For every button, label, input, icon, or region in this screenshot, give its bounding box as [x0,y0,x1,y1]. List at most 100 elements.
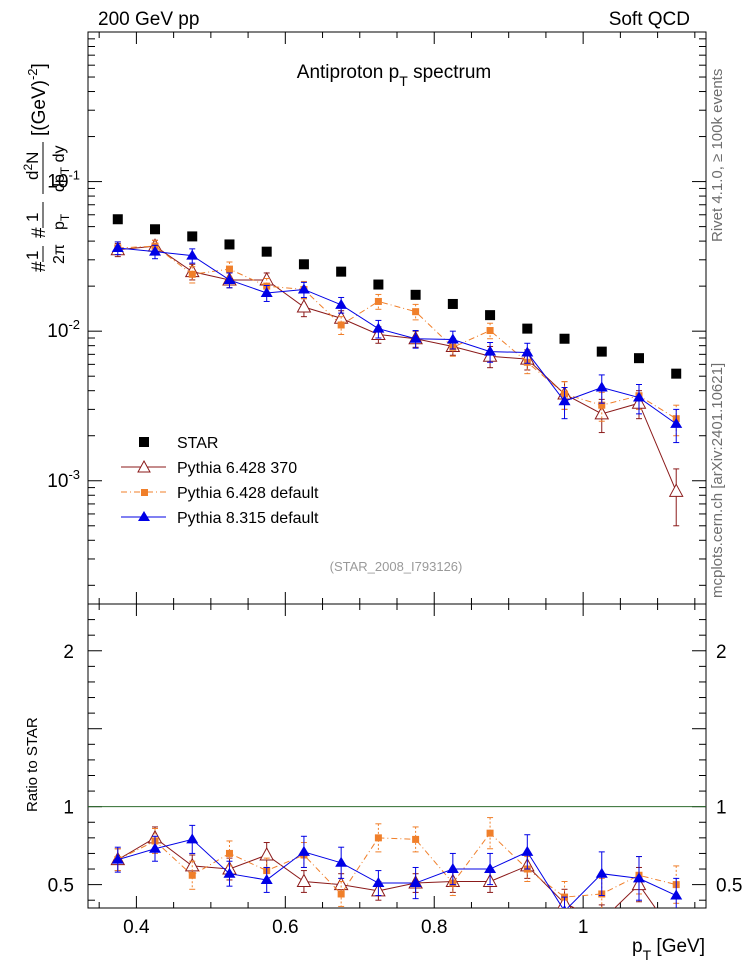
legend-entry-pythia8-default: Pythia 8.315 default [121,510,319,527]
data-point [149,245,162,256]
data-point [223,273,236,284]
ratio-ticks: 0.5 0.5 1 1 2 2 [48,603,742,908]
svg-text:1: 1 [23,213,42,222]
data-point [595,381,608,392]
ratio-point [412,835,420,843]
legend-entry-pythia6-370: Pythia 6.428 370 [121,459,297,477]
ratio-point [670,889,683,900]
x-tick-label: 0.6 [272,917,298,938]
data-point [297,283,310,294]
chart-title: Antiproton pT spectrum [297,62,491,89]
series-line [117,247,677,425]
side-label-mcplots: mcplots.cern.ch [arXiv:2401.10621] [709,363,726,598]
ratio-series-0 [110,826,657,925]
svg-text:#: # [29,227,50,238]
ratio-y-tick-label-right: 1 [716,798,727,819]
ratio-y-tick-label: 0.5 [48,876,74,897]
series-1 [110,238,684,527]
data-point [412,308,420,316]
legend-marker-star [139,437,149,447]
ratio-y-tick-label: 2 [63,642,74,663]
data-point [373,279,384,290]
legend-marker-pythia6-370 [137,459,151,473]
main-ticks: 10-310-210-1 [47,31,706,604]
data-point [224,239,235,250]
ratio-y-axis-label: Ratio to STAR [24,717,41,812]
data-point [296,298,312,313]
data-point [150,224,161,235]
x-tick-label: 1 [578,917,589,938]
svg-text:2π: 2π [51,244,68,264]
data-point [188,270,196,278]
data-point [112,214,123,225]
ratio-point [296,873,312,887]
x-tick-label: 0.8 [421,917,447,938]
legend-entry-pythia6-default: Pythia 6.428 default [121,485,319,502]
side-label-rivet: Rivet 4.1.0, ≥ 100k events [709,69,726,242]
series-line [117,245,677,492]
x-tick-labels: 0.4 0.6 0.8 1 [123,917,588,938]
ratio-point [409,877,422,888]
data-point [261,246,272,257]
data-point [336,266,347,277]
data-point [447,298,458,309]
data-point [374,297,382,305]
legend: STAR Pythia 6.428 370 Pythia 6.428 defau… [121,435,319,527]
data-point [598,401,606,409]
y-axis-label: # 1 2π # 1 pT d2N dpT dy [(GeV)-2] [21,63,72,272]
ratio-point [260,873,273,884]
ratio-line [117,832,677,898]
series-0 [112,214,682,379]
ratio-series-1 [114,817,680,908]
data-point [670,417,683,428]
ratio-point [225,849,233,857]
data-point [632,391,645,402]
ratio-point [562,905,567,908]
data-point [186,249,199,260]
data-point [486,327,494,335]
data-point [409,332,422,343]
ratio-point [632,872,645,883]
ratio-point [111,853,124,864]
x-tick-label: 0.4 [123,917,150,938]
legend-marker-pythia8-default [138,511,150,521]
data-point [484,345,497,356]
ratio-point [297,845,310,856]
ratio-point [374,834,382,842]
ratio-frame [87,603,707,909]
legend-label-pythia6-default: Pythia 6.428 default [177,485,319,502]
ratio-point [186,833,199,844]
header-left: 200 GeV pp [98,9,199,30]
series-2 [114,239,680,437]
data-point [335,298,348,309]
ratio-series-2 [111,824,683,908]
data-point [559,333,570,344]
data-point [558,395,571,406]
ratio-point [337,890,345,898]
data-point [633,353,644,364]
svg-text:#: # [29,261,50,272]
ratio-data [88,806,706,925]
data-point [521,346,534,357]
legend-entry-star: STAR [139,435,218,452]
ratio-point [595,913,608,925]
ratio-y-tick-label-right: 2 [716,642,727,663]
data-point [446,333,459,344]
data-point [111,241,124,252]
svg-text:[(GeV)-2]: [(GeV)-2] [25,63,50,136]
data-point [225,265,233,273]
ratio-point [372,877,385,888]
main-data [110,214,684,527]
ratio-line [117,837,657,908]
header-right: Soft QCD [609,9,690,30]
ratio-point [521,845,534,856]
data-point [596,346,607,357]
svg-text:dpT dy: dpT dy [51,146,72,192]
data-point [671,368,682,379]
y-tick-label: 10-3 [47,467,80,492]
data-point [337,321,345,329]
ratio-point [484,863,497,874]
ratio-panel: 0.5 0.5 1 1 2 2 [48,603,742,925]
ratio-point [446,863,459,874]
